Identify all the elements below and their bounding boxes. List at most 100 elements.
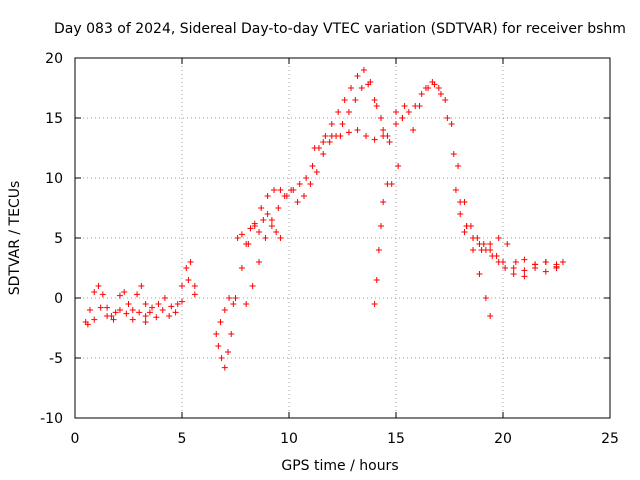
data-point bbox=[504, 241, 511, 247]
data-point bbox=[258, 205, 265, 211]
data-point bbox=[388, 181, 395, 187]
data-point bbox=[553, 265, 560, 271]
data-point bbox=[313, 169, 320, 175]
data-point bbox=[416, 103, 423, 109]
data-point bbox=[136, 309, 143, 316]
series-track-3 bbox=[142, 259, 198, 319]
data-point bbox=[521, 267, 528, 274]
data-point bbox=[277, 235, 284, 241]
data-point bbox=[487, 313, 494, 319]
data-point bbox=[495, 235, 502, 241]
data-point bbox=[159, 307, 166, 313]
data-point bbox=[300, 193, 307, 199]
series-track-14 bbox=[452, 187, 560, 280]
data-point bbox=[225, 349, 232, 355]
data-point bbox=[256, 259, 263, 265]
data-point bbox=[437, 91, 444, 97]
data-point bbox=[221, 307, 228, 313]
data-point bbox=[218, 355, 225, 361]
data-point bbox=[116, 307, 123, 313]
data-point bbox=[478, 247, 485, 253]
data-point bbox=[360, 67, 367, 73]
y-axis-label: SDTVAR / TECUs bbox=[7, 181, 23, 296]
data-point bbox=[393, 109, 399, 115]
data-point bbox=[260, 217, 267, 223]
data-point bbox=[455, 163, 462, 169]
data-point bbox=[146, 309, 153, 316]
data-point bbox=[470, 235, 477, 241]
data-point bbox=[476, 271, 483, 277]
data-point bbox=[264, 211, 271, 217]
data-point bbox=[395, 163, 402, 169]
ticks-layer: 0 5 10 15 20 25 -10 -5 0 5 10 15 20 bbox=[40, 51, 619, 447]
data-point bbox=[345, 109, 352, 115]
x-tick-label: 25 bbox=[601, 431, 619, 447]
data-point bbox=[123, 310, 130, 317]
data-point bbox=[296, 181, 303, 187]
data-point bbox=[380, 133, 387, 139]
data-point bbox=[442, 97, 449, 103]
data-point bbox=[262, 235, 269, 241]
data-point bbox=[512, 259, 519, 265]
data-point bbox=[373, 103, 380, 109]
y-tick-label: 5 bbox=[54, 231, 63, 247]
data-point bbox=[138, 283, 145, 289]
data-point bbox=[418, 91, 425, 97]
data-point bbox=[185, 277, 192, 283]
data-point bbox=[149, 304, 156, 311]
data-point bbox=[363, 133, 370, 139]
x-tick-label: 15 bbox=[387, 431, 405, 447]
data-point bbox=[311, 145, 318, 151]
data-point bbox=[142, 313, 149, 319]
data-point bbox=[273, 229, 280, 235]
data-point bbox=[294, 199, 301, 205]
data-point bbox=[166, 313, 173, 319]
data-point bbox=[337, 133, 344, 139]
data-point bbox=[110, 316, 117, 323]
data-point bbox=[482, 295, 489, 301]
data-point bbox=[542, 268, 549, 275]
data-point bbox=[247, 225, 254, 232]
data-point bbox=[510, 265, 517, 271]
data-point bbox=[348, 85, 355, 91]
data-point bbox=[243, 241, 250, 247]
data-point bbox=[142, 319, 149, 325]
data-point bbox=[91, 316, 98, 323]
data-point bbox=[99, 291, 106, 298]
data-point bbox=[95, 283, 102, 289]
data-point bbox=[91, 289, 98, 295]
data-point bbox=[371, 97, 378, 103]
series-track-9 bbox=[234, 211, 284, 247]
points-layer bbox=[82, 67, 566, 371]
data-point bbox=[226, 295, 233, 301]
data-point bbox=[470, 247, 477, 253]
data-point bbox=[277, 187, 284, 193]
data-point bbox=[168, 303, 175, 310]
data-point bbox=[457, 211, 464, 217]
data-point bbox=[116, 292, 123, 299]
series-track-15 bbox=[461, 229, 560, 271]
data-point bbox=[275, 205, 282, 211]
data-point bbox=[365, 81, 372, 88]
data-point bbox=[309, 163, 316, 169]
data-point bbox=[410, 127, 417, 133]
data-point bbox=[191, 283, 198, 289]
data-point bbox=[142, 301, 149, 307]
data-point bbox=[228, 331, 235, 337]
data-point bbox=[268, 223, 275, 229]
data-point bbox=[476, 241, 483, 247]
data-point bbox=[489, 253, 496, 259]
data-point bbox=[328, 121, 335, 127]
data-point bbox=[452, 187, 459, 193]
data-point bbox=[339, 121, 346, 127]
x-axis-label: GPS time / hours bbox=[281, 458, 398, 474]
data-point bbox=[378, 115, 385, 121]
series-track-12 bbox=[393, 81, 494, 319]
data-point bbox=[213, 331, 220, 337]
data-point bbox=[328, 133, 335, 139]
data-point bbox=[230, 301, 237, 307]
x-tick-label: 0 bbox=[71, 431, 80, 447]
data-point bbox=[155, 301, 162, 307]
data-point bbox=[271, 187, 278, 193]
series-track-2 bbox=[84, 304, 149, 328]
